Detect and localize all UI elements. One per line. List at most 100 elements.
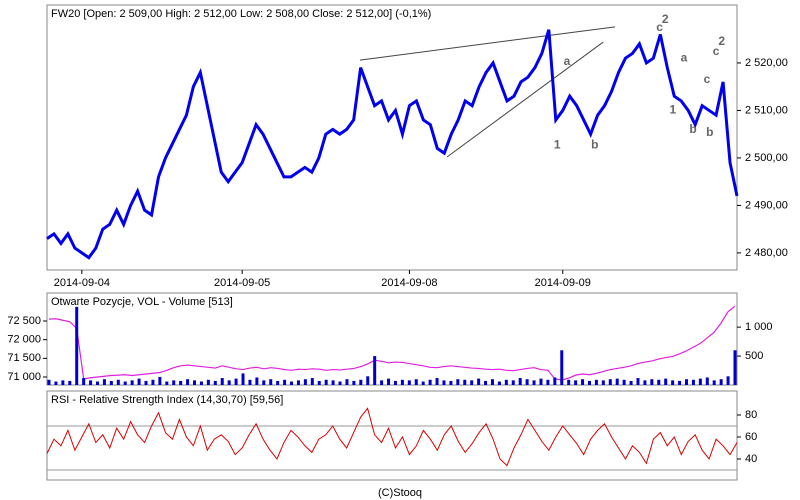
volume-bar — [373, 356, 377, 385]
volume-bar — [220, 378, 224, 385]
volume-bar — [414, 379, 418, 385]
x-tick-label: 2014-09-04 — [54, 277, 110, 289]
volume-bar — [705, 377, 709, 385]
y-tick-label: 2 490,00 — [745, 199, 788, 211]
volume-bar — [470, 380, 474, 385]
panel-title: Otwarte Pozycje, VOL - Volume [513] — [51, 296, 233, 308]
volume-bar — [546, 379, 550, 385]
wave-label: 2 — [662, 12, 669, 26]
volume-bar — [116, 379, 120, 385]
data-line — [46, 407, 738, 467]
volume-bar — [657, 379, 661, 385]
x-tick-label: 2014-09-09 — [535, 277, 591, 289]
volume-bar — [255, 377, 259, 385]
volume-bar — [179, 380, 183, 385]
volume-bar — [262, 380, 266, 385]
volume-bar — [296, 380, 300, 385]
volume-bar — [47, 379, 51, 385]
volume-bar — [290, 381, 294, 385]
volume-bar — [567, 379, 571, 385]
x-tick-label: 2014-09-05 — [214, 277, 270, 289]
y2-tick-label: 1 000 — [745, 321, 773, 333]
volume-bar — [650, 379, 654, 385]
volume-bar — [75, 306, 79, 385]
volume-bar — [484, 380, 488, 385]
panel-frame — [46, 4, 738, 271]
y2-tick-label: 500 — [745, 350, 763, 362]
volume-bar — [345, 379, 349, 385]
volume-bar — [636, 378, 640, 385]
volume-bar — [61, 380, 65, 385]
volume-bar — [442, 380, 446, 385]
volume-bar — [206, 379, 210, 385]
volume-bar — [518, 378, 522, 385]
volume-bar — [664, 378, 668, 385]
trendline — [446, 41, 604, 158]
data-line — [48, 305, 736, 381]
y-tick-label: 2 480,00 — [745, 247, 788, 259]
y-tick-label: 2 510,00 — [745, 104, 788, 116]
wave-label: b — [706, 125, 713, 139]
volume-bar — [186, 379, 190, 385]
volume-bar — [172, 380, 176, 385]
volume-bar — [241, 373, 245, 385]
volume-bar — [89, 380, 93, 385]
volume-bar — [96, 381, 100, 385]
volume-bar — [539, 378, 543, 385]
volume-bar — [428, 379, 432, 385]
y-tick-label: 40 — [745, 453, 757, 465]
volume-bar — [678, 380, 682, 385]
volume-bar — [400, 379, 404, 385]
y-tick-label: 2 520,00 — [745, 57, 788, 69]
volume-bar — [698, 378, 702, 385]
volume-bar — [581, 379, 585, 385]
volume-bar — [477, 378, 481, 385]
wave-label: b — [689, 122, 696, 136]
volume-bar — [137, 378, 141, 385]
x-tick-label: 2014-09-08 — [381, 277, 437, 289]
volume-bar — [733, 350, 737, 385]
y-tick-label: 60 — [745, 431, 757, 443]
footer: (C)Stooq — [378, 487, 422, 499]
volume-bar — [594, 379, 598, 385]
panel-frame — [46, 390, 738, 481]
wave-label: 1 — [670, 103, 677, 117]
y-tick-label: 2 500,00 — [745, 152, 788, 164]
volume-bar — [393, 380, 397, 385]
volume-bar — [68, 380, 72, 385]
volume-bar — [310, 378, 314, 385]
volume-bar — [283, 379, 287, 385]
volume-bar — [435, 378, 439, 385]
wave-label: c — [704, 72, 711, 86]
volume-bar — [151, 379, 155, 385]
volume-bar — [421, 381, 425, 385]
wave-label: b — [591, 137, 598, 151]
volume-bar — [248, 379, 252, 385]
y-tick-label: 80 — [745, 409, 757, 421]
volume-bar — [331, 380, 335, 385]
panel-title: FW20 [Open: 2 509,00 High: 2 512,00 Low:… — [51, 8, 431, 20]
volume-bar — [615, 378, 619, 385]
volume-bar — [338, 381, 342, 385]
volume-bar — [726, 376, 730, 385]
volume-bar — [463, 379, 467, 385]
volume-bar — [608, 379, 612, 385]
volume-bar — [165, 381, 169, 385]
volume-bar — [560, 350, 564, 385]
volume-bar — [449, 380, 453, 385]
volume-bar — [684, 379, 688, 385]
data-line — [46, 29, 739, 260]
volume-bar — [109, 380, 113, 385]
volume-bar — [456, 379, 460, 385]
volume-bar — [324, 379, 328, 385]
volume-bar — [158, 376, 162, 385]
volume-bar — [629, 380, 633, 385]
volume-bar — [193, 380, 197, 385]
volume-bar — [691, 379, 695, 385]
wave-label: c — [713, 44, 720, 58]
volume-bar — [671, 380, 675, 385]
volume-bar — [269, 379, 273, 385]
wave-label: 1 — [554, 137, 561, 151]
volume-bar — [82, 378, 86, 385]
